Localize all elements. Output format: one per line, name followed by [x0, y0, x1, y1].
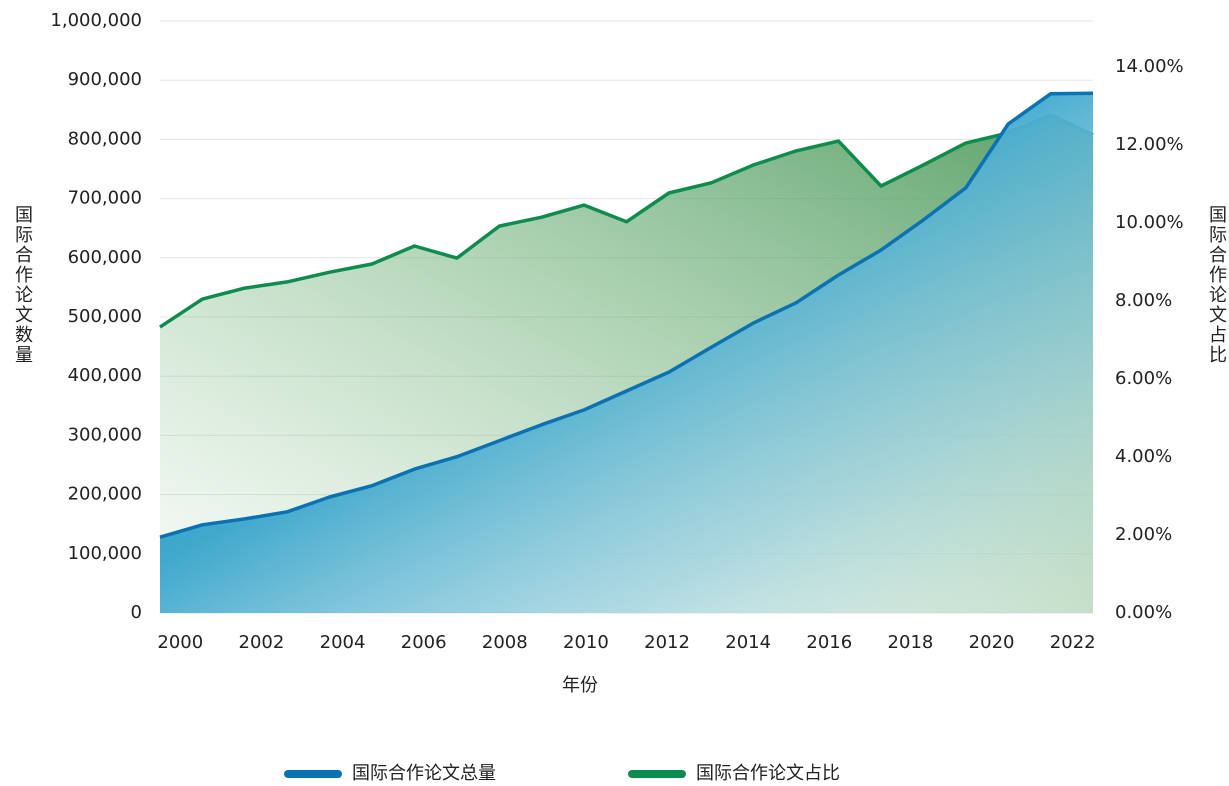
line: [159, 91, 1094, 539]
y2-tick-label: 4.00%: [1115, 446, 1172, 467]
legend-label: 国际合作论文总量: [352, 763, 496, 784]
x-tick-label: 2002: [239, 632, 285, 653]
x-tick-label: 2010: [563, 632, 609, 653]
y2-tick-label: 6.00%: [1115, 368, 1172, 389]
line: [159, 113, 1094, 329]
x-tick-label: 2020: [969, 632, 1015, 653]
x-tick-label: 2022: [1050, 632, 1096, 653]
y2-tick-label: 2.00%: [1115, 524, 1172, 545]
y-tick-label: 100,000: [68, 543, 142, 564]
y2-tick-label: 8.00%: [1115, 290, 1172, 311]
y-tick-label: 200,000: [68, 484, 142, 505]
x-tick-label: 2004: [320, 632, 366, 653]
y2-tick-label: 12.00%: [1115, 134, 1184, 155]
y-tick-label: 400,000: [68, 365, 142, 386]
y-tick-label: 0: [131, 602, 142, 623]
y-tick-label: 700,000: [68, 188, 142, 209]
y2-axis-title: 国际合作论文占比: [1206, 205, 1227, 365]
y-axis-title: 国际合作论文数量: [12, 205, 33, 365]
y2-tick-label: 0.00%: [1115, 602, 1172, 623]
y-tick-label: 1,000,000: [50, 10, 142, 31]
area: [160, 93, 1093, 613]
x-tick-label: 2006: [401, 632, 447, 653]
x-tick-label: 2000: [157, 632, 203, 653]
x-tick-label: 2012: [644, 632, 690, 653]
x-tick-label: 2008: [482, 632, 528, 653]
x-axis-title: 年份: [562, 675, 598, 696]
x-tick-label: 2016: [806, 632, 852, 653]
y2-tick-label: 14.00%: [1115, 56, 1184, 77]
legend-label: 国际合作论文占比: [696, 763, 840, 784]
y-tick-label: 500,000: [68, 306, 142, 327]
x-tick-label: 2018: [888, 632, 934, 653]
x-tick-label: 2014: [725, 632, 771, 653]
y-tick-label: 900,000: [68, 69, 142, 90]
y-tick-label: 600,000: [68, 247, 142, 268]
y-tick-label: 300,000: [68, 424, 142, 445]
y-tick-label: 800,000: [68, 128, 142, 149]
y2-tick-label: 10.00%: [1115, 212, 1184, 233]
